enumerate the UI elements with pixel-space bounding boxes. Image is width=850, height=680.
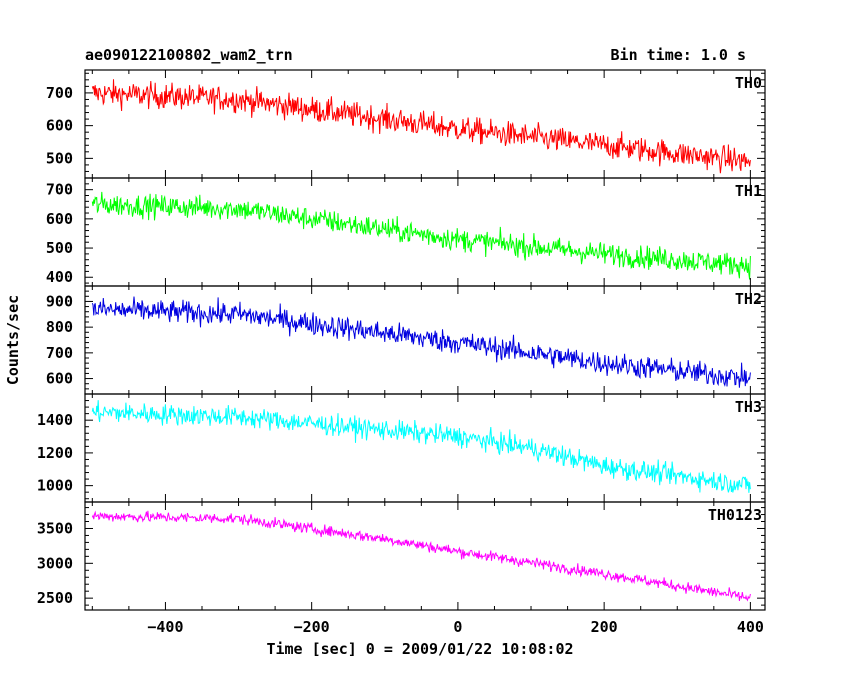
x-tick-label: −400 [147, 618, 183, 636]
chart-title-left: ae090122100802_wam2_trn [85, 46, 293, 64]
light-curve-th2 [91, 296, 751, 388]
y-tick-label-th0: 500 [46, 149, 73, 167]
y-tick-label-th1: 500 [46, 239, 73, 257]
light-curve-th0 [91, 79, 751, 174]
y-tick-label-th2: 700 [46, 344, 73, 362]
x-axis-label: Time [sec] 0 = 2009/01/22 10:08:02 [266, 640, 573, 658]
panel-label-th0123: TH0123 [708, 506, 762, 524]
panel-label-th1: TH1 [735, 182, 762, 200]
y-tick-label-th0123: 2500 [37, 589, 73, 607]
y-tick-label-th3: 1000 [37, 477, 73, 495]
panel-label-th0: TH0 [735, 74, 762, 92]
y-axis-label: Counts/sec [4, 295, 22, 385]
y-tick-label-th0: 600 [46, 117, 73, 135]
y-tick-label-th1: 400 [46, 268, 73, 286]
y-tick-label-th2: 600 [46, 370, 73, 388]
x-tick-label: 200 [591, 618, 618, 636]
panels-group: TH0 500 600 700 TH1 400 500 600 700 TH2 600 700 800 9… [37, 69, 766, 636]
y-tick-label-th2: 800 [46, 318, 73, 336]
panel-frame-th3 [84, 393, 766, 503]
light-curve-th0123 [91, 510, 751, 602]
y-tick-label-th1: 700 [46, 181, 73, 199]
chart-title-right: Bin time: 1.0 s [611, 46, 746, 64]
y-tick-label-th0: 700 [46, 84, 73, 102]
panel-label-th3: TH3 [735, 398, 762, 416]
panel-label-th2: TH2 [735, 290, 762, 308]
light-curve-th3 [91, 400, 751, 493]
y-tick-label-th1: 600 [46, 210, 73, 228]
y-tick-label-th2: 900 [46, 292, 73, 310]
x-tick-label: 0 [453, 618, 462, 636]
y-tick-label-th3: 1400 [37, 411, 73, 429]
light-curve-th1 [91, 191, 751, 280]
panel-frame-th1 [84, 177, 766, 287]
y-tick-label-th0123: 3000 [37, 554, 73, 572]
y-tick-label-th0123: 3500 [37, 519, 73, 537]
x-tick-label: −200 [294, 618, 330, 636]
y-tick-label-th3: 1200 [37, 444, 73, 462]
x-tick-label: 400 [737, 618, 764, 636]
